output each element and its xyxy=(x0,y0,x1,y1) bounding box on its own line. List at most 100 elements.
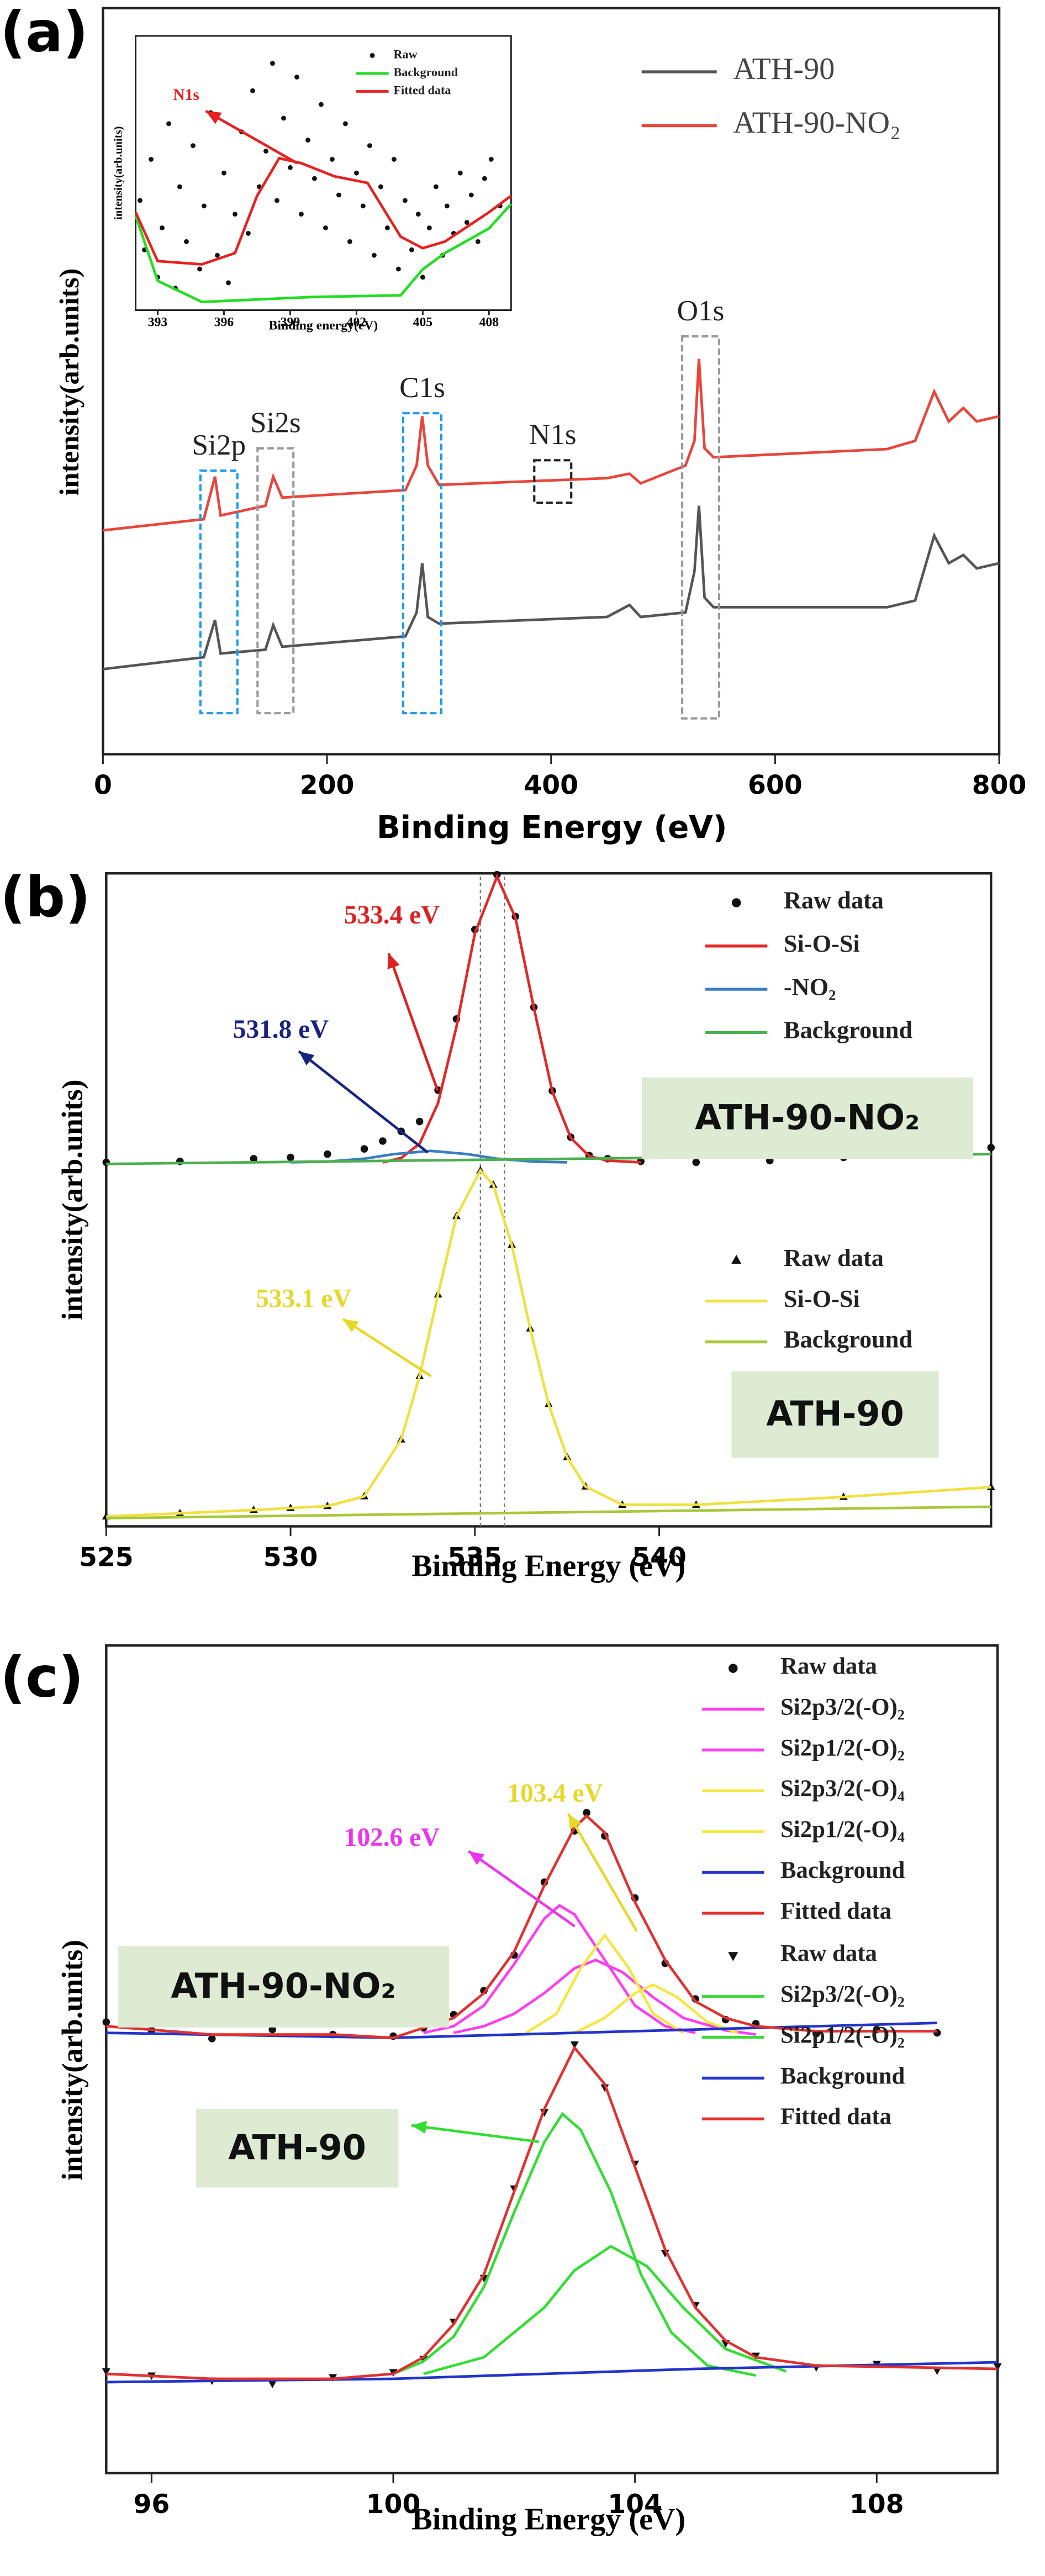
data-point xyxy=(336,192,341,198)
data-point xyxy=(268,2025,276,2034)
x-tick-label: 402 xyxy=(347,315,366,330)
legend-swatch xyxy=(370,53,375,58)
legend-swatch xyxy=(728,1952,738,1961)
x-tick-label: 396 xyxy=(214,315,234,330)
legend-label: Fitted data xyxy=(394,83,451,97)
series-line xyxy=(103,505,1000,671)
x-axis-label: Binding energy(eV) xyxy=(269,319,378,333)
data-point xyxy=(420,275,425,280)
data-point xyxy=(215,252,220,258)
series-line xyxy=(106,1505,991,1520)
data-point xyxy=(384,225,390,231)
arrow-head xyxy=(299,1051,315,1066)
data-point xyxy=(433,184,439,189)
arrow xyxy=(468,1850,576,1928)
data-point xyxy=(444,203,450,209)
data-point xyxy=(391,157,397,162)
series-line xyxy=(134,203,513,304)
data-point xyxy=(464,220,469,225)
region-box xyxy=(199,469,239,715)
data-point xyxy=(305,138,310,143)
annotation: 533.1 eV xyxy=(256,1285,351,1313)
legend-swatch xyxy=(731,898,741,907)
data-point xyxy=(166,121,171,126)
arrow xyxy=(411,2124,539,2144)
arrow xyxy=(205,109,298,165)
arrow xyxy=(342,1318,432,1377)
arrow-head xyxy=(342,1319,359,1333)
data-point xyxy=(426,225,432,231)
series-line xyxy=(106,2045,998,2380)
legend-label: ATH-90-NO₂ xyxy=(733,105,900,140)
series-line xyxy=(574,1983,738,2034)
arrow xyxy=(387,953,439,1091)
y-axis-label: intensity(arb.units) xyxy=(56,1079,88,1320)
annotation: 531.8 eV xyxy=(233,1015,329,1044)
data-point xyxy=(138,198,142,203)
data-point xyxy=(415,1117,424,1126)
x-tick-label: 200 xyxy=(300,770,355,801)
annotation: Si2p xyxy=(192,429,246,461)
series-line xyxy=(382,873,641,1164)
arrow xyxy=(567,1813,638,1932)
plot-frame xyxy=(105,1644,999,2475)
data-point xyxy=(342,121,348,126)
data-point xyxy=(102,2368,110,2376)
annotation: C1s xyxy=(399,371,445,404)
data-point xyxy=(208,2035,216,2042)
series-line xyxy=(423,2245,787,2376)
x-tick-label: 108 xyxy=(849,2489,904,2520)
data-point xyxy=(246,231,251,236)
data-point xyxy=(270,61,275,66)
data-point xyxy=(475,239,481,244)
data-point xyxy=(275,198,279,203)
panel-label: (c) xyxy=(0,1645,83,1710)
data-point xyxy=(160,225,165,231)
data-point xyxy=(250,1155,258,1163)
arrow xyxy=(298,1050,429,1154)
data-point xyxy=(415,212,421,217)
data-point xyxy=(409,247,414,252)
y-axis-label: intensity(arb.units) xyxy=(54,268,85,496)
x-tick-label: 0 xyxy=(94,770,112,801)
data-point xyxy=(360,203,366,209)
x-axis-label: Binding Energy (eV) xyxy=(411,2502,685,2536)
sample-label-box xyxy=(731,1371,939,1458)
x-axis-label: Binding Energy (eV) xyxy=(377,810,727,846)
data-point xyxy=(287,1153,294,1162)
sample-label: ATH-90-NO₂ xyxy=(171,1966,395,2006)
legend-label: Fitted data xyxy=(780,2104,891,2130)
data-point xyxy=(379,1137,387,1145)
x-tick-label: 100 xyxy=(366,2489,421,2520)
region-box xyxy=(533,459,573,504)
data-point xyxy=(933,2367,942,2376)
x-tick-label: 600 xyxy=(748,770,803,801)
data-point xyxy=(583,1809,590,1817)
data-point xyxy=(353,170,359,176)
annotation: Si2s xyxy=(250,407,301,439)
legend-label: -NO₂ xyxy=(784,973,836,1000)
data-point xyxy=(184,239,189,244)
data-point xyxy=(250,88,255,93)
x-axis-label: Binding Energy (eV) xyxy=(411,1549,685,1583)
arrow-head xyxy=(468,1851,485,1865)
annotation: O1s xyxy=(677,294,725,327)
legend-label: Background xyxy=(780,2063,905,2089)
legend-label: Raw xyxy=(394,47,418,61)
legend-label: Si2p1/2(-O)₂ xyxy=(780,1735,905,1761)
data-point xyxy=(482,176,487,181)
series-line xyxy=(103,358,1000,532)
annotation: N1s xyxy=(529,418,577,451)
x-tick-label: 540 xyxy=(632,1543,687,1573)
annotation: 533.4 eV xyxy=(344,901,440,930)
legend-label: Background xyxy=(394,65,458,79)
annotation: N1s xyxy=(173,86,199,104)
data-point xyxy=(197,266,202,272)
arrow-head xyxy=(387,953,400,970)
x-tick-label: 408 xyxy=(479,315,499,330)
region-box xyxy=(680,335,721,720)
legend-label: Background xyxy=(784,1326,913,1353)
sample-label: ATH-90 xyxy=(228,2128,366,2168)
